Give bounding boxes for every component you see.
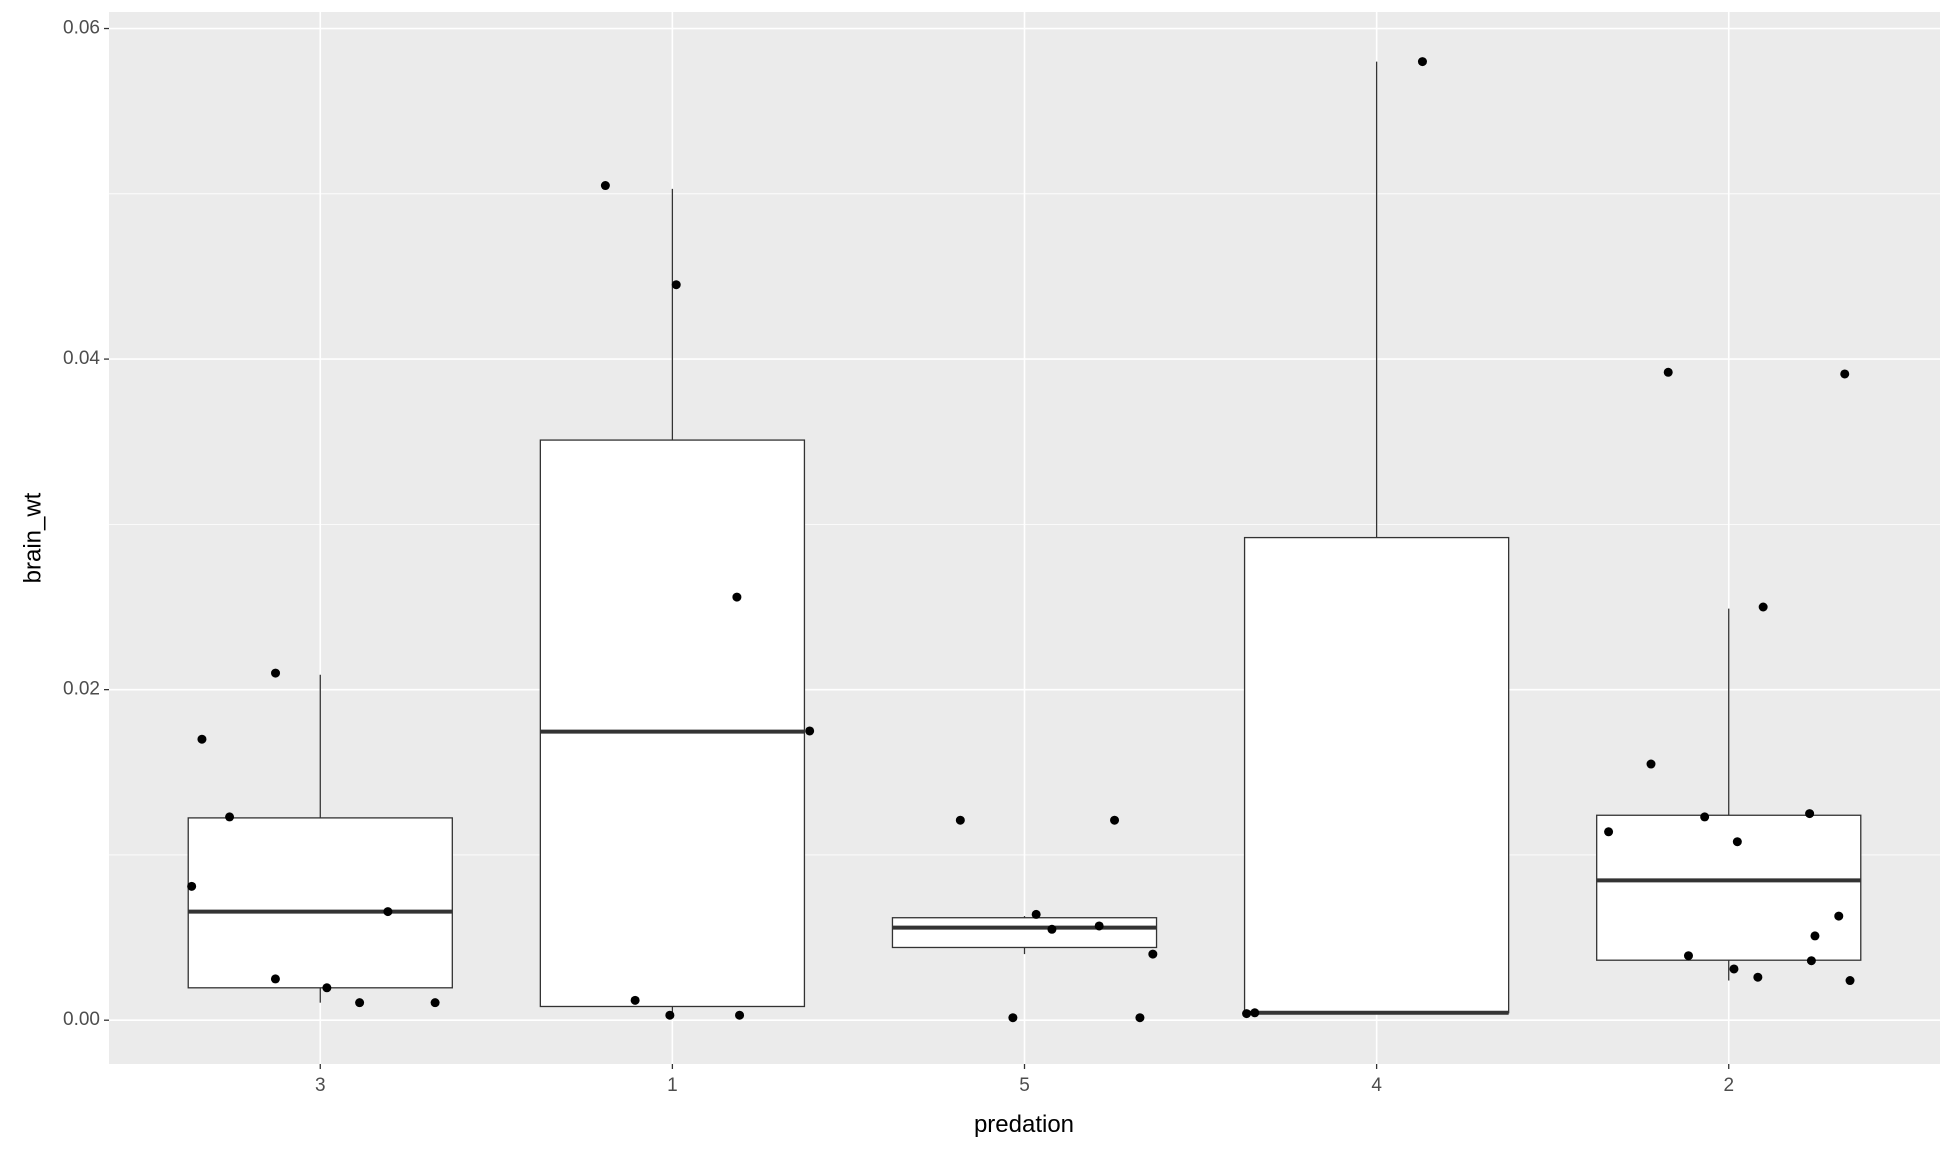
point [671, 280, 681, 290]
y-tick-label: 0.06 [63, 18, 100, 39]
point [355, 998, 365, 1008]
point [630, 995, 640, 1005]
point [430, 998, 440, 1008]
point [1806, 956, 1816, 966]
point [1700, 812, 1710, 822]
box [539, 439, 806, 1008]
point [1242, 1009, 1252, 1019]
point [1646, 759, 1656, 769]
box [891, 917, 1158, 949]
point [383, 907, 393, 917]
point [805, 726, 815, 736]
point [1834, 911, 1844, 921]
point [1047, 924, 1057, 934]
point [1135, 1013, 1145, 1023]
point [1732, 837, 1742, 847]
box [1243, 536, 1510, 1014]
point [1250, 1008, 1260, 1018]
point [600, 181, 610, 191]
point [955, 815, 965, 825]
marks [187, 57, 1862, 1023]
point [1810, 931, 1820, 941]
x-tick-label: 2 [1723, 1075, 1734, 1096]
box [1596, 814, 1862, 961]
point [1094, 921, 1104, 931]
point [1148, 949, 1158, 959]
y-tick-label: 0.02 [63, 679, 100, 700]
point [225, 812, 235, 822]
point [1663, 367, 1673, 377]
x-tick-label: 3 [315, 1075, 326, 1096]
point [1683, 951, 1693, 961]
point [322, 983, 332, 993]
point [735, 1010, 745, 1020]
point [1417, 57, 1427, 67]
x-tick-label: 4 [1371, 1075, 1382, 1096]
point [270, 974, 280, 984]
y-axis-title: brain_wt [19, 492, 46, 583]
y-tick-label: 0.04 [63, 348, 100, 369]
point [1840, 369, 1850, 379]
point [1729, 964, 1739, 974]
labels: 0.00 0.02 0.04 0.06 3 1 5 4 2 [63, 18, 1734, 1096]
x-axis-title: predation [974, 1111, 1074, 1138]
point [187, 881, 197, 891]
point [665, 1010, 675, 1020]
point [1008, 1013, 1018, 1023]
x-tick-label: 1 [667, 1075, 678, 1096]
point [1110, 815, 1120, 825]
point [1805, 809, 1815, 819]
point [271, 668, 281, 678]
x-tick-label: 5 [1019, 1075, 1030, 1096]
point [1604, 827, 1614, 837]
point [1031, 909, 1041, 919]
point [732, 592, 742, 602]
y-tick-label: 0.00 [63, 1009, 100, 1030]
point [1845, 976, 1855, 986]
point [1753, 972, 1763, 982]
point [1758, 602, 1768, 612]
point [197, 734, 207, 744]
box [187, 817, 453, 989]
